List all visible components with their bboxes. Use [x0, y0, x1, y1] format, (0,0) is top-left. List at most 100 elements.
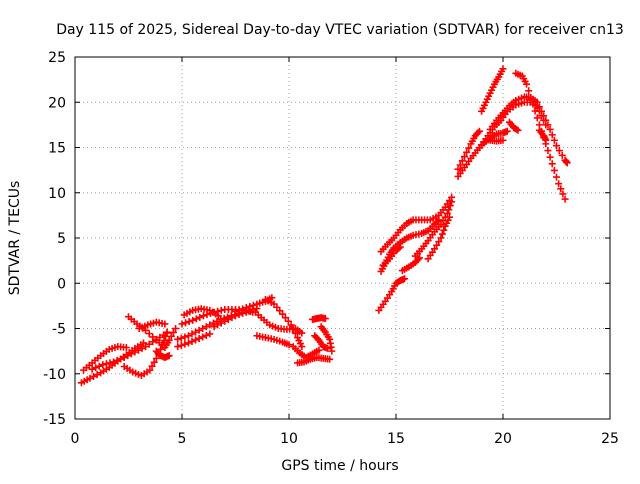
data-point	[559, 190, 567, 198]
data-point	[557, 185, 565, 193]
data-point	[127, 350, 135, 358]
data-point	[221, 317, 229, 325]
series-arc-19	[311, 332, 332, 352]
data-point	[527, 93, 535, 101]
data-point	[548, 160, 556, 168]
data-point	[533, 114, 541, 122]
series-arc-6	[135, 318, 169, 332]
y-tick-label: 5	[57, 231, 66, 247]
data-point	[279, 310, 287, 318]
grid	[75, 57, 610, 419]
data-point	[131, 348, 139, 356]
data-point	[188, 337, 196, 345]
data-point	[446, 213, 453, 221]
data-point	[503, 127, 511, 135]
data-point	[228, 314, 236, 322]
data-point	[396, 243, 404, 251]
data-point	[548, 131, 556, 139]
data-point	[431, 245, 439, 253]
x-tick-label: 10	[280, 431, 298, 447]
data-point	[525, 87, 533, 95]
data-point	[217, 306, 225, 314]
data-point	[289, 325, 297, 333]
data-point	[110, 358, 118, 366]
data-point	[214, 321, 222, 329]
data-point	[174, 335, 182, 343]
data-point	[460, 153, 468, 161]
data-point	[122, 344, 130, 352]
data-point	[328, 347, 336, 355]
data-point	[232, 307, 239, 315]
series-arc-11	[174, 330, 214, 351]
series-arc-25	[379, 243, 404, 269]
data-point	[165, 336, 173, 344]
data-point	[202, 331, 210, 339]
data-point	[152, 354, 160, 362]
data-point	[314, 335, 322, 343]
data-point	[538, 107, 546, 115]
data-points	[77, 65, 571, 387]
series-arc-30	[454, 127, 483, 173]
x-tick-label: 0	[71, 431, 80, 447]
data-point	[437, 234, 445, 242]
data-point	[456, 161, 464, 169]
data-point	[124, 352, 132, 360]
data-point	[178, 320, 186, 328]
series-arc-29	[454, 127, 511, 180]
data-point	[174, 343, 182, 351]
x-tick-label: 20	[494, 431, 512, 447]
data-point	[169, 328, 177, 336]
data-point	[535, 103, 543, 111]
data-point	[445, 206, 453, 214]
series-arc-2	[80, 343, 130, 374]
data-point	[145, 340, 153, 348]
data-point	[167, 332, 175, 340]
data-point	[202, 323, 210, 331]
y-tick-label: -10	[43, 367, 66, 383]
data-point	[435, 238, 443, 246]
series-arc-28	[424, 213, 453, 263]
data-point	[540, 112, 548, 120]
data-point	[555, 180, 563, 188]
data-point	[438, 230, 446, 238]
data-point	[195, 326, 203, 334]
y-tick-label: 15	[48, 141, 66, 157]
data-point	[475, 127, 483, 135]
data-point	[90, 372, 98, 380]
series-arc-33	[486, 93, 571, 167]
data-point	[177, 334, 185, 342]
data-point	[181, 333, 189, 341]
data-point	[138, 344, 146, 352]
x-axis-label: GPS time / hours	[281, 458, 398, 474]
data-point	[563, 159, 571, 167]
data-point	[206, 330, 214, 338]
series-arc-27	[411, 198, 456, 260]
data-point	[192, 315, 200, 323]
data-point	[465, 144, 473, 152]
data-point	[242, 304, 250, 312]
data-point	[235, 306, 243, 314]
data-point	[542, 136, 550, 144]
data-point	[561, 195, 569, 203]
data-point	[298, 343, 306, 351]
y-tick-label: -15	[43, 412, 66, 428]
data-point	[93, 371, 101, 379]
data-point	[139, 339, 147, 347]
axis-ticks: 0 5 10 15 20 25 -15 -10 -5 0 5 10 15 20 25	[43, 50, 619, 447]
data-point	[188, 330, 196, 338]
data-point	[181, 340, 189, 348]
data-point	[195, 334, 203, 342]
series-arc-37	[486, 136, 507, 145]
data-point	[239, 305, 247, 313]
data-point	[199, 333, 207, 341]
data-point	[443, 210, 451, 218]
data-point	[172, 325, 180, 332]
data-point	[281, 314, 289, 322]
data-point	[440, 226, 448, 234]
data-point	[150, 358, 158, 366]
data-point	[117, 355, 125, 363]
series-arc-31	[478, 65, 507, 115]
data-point	[448, 198, 456, 206]
